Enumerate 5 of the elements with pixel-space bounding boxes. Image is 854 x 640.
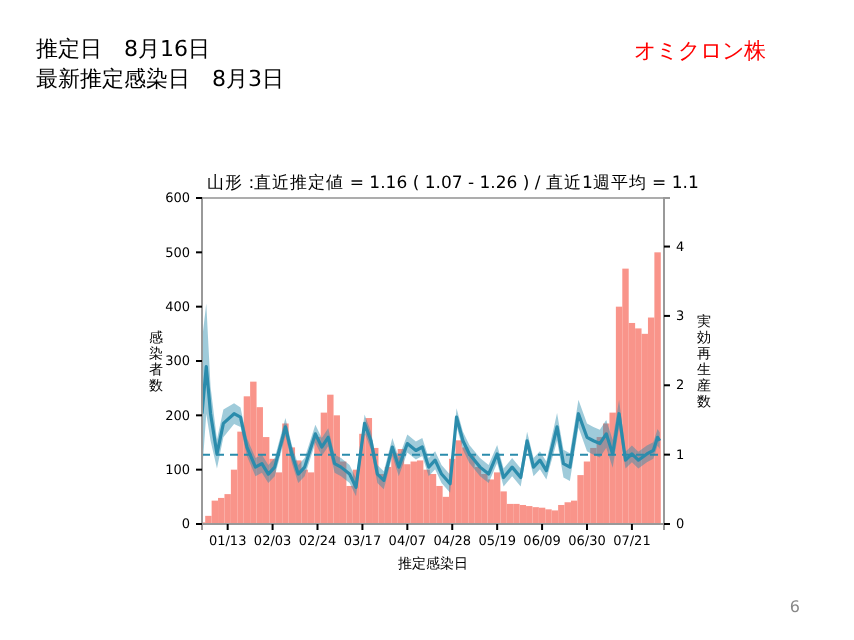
text: 最新推定感染日 8月3日	[36, 66, 284, 92]
text: 6	[789, 598, 800, 616]
text: 推定日 8月16日	[36, 36, 210, 62]
chart-title: 山形 :直近推定値 = 1.16 ( 1.07 - 1.26 ) / 直近1週平均 = 1.1	[207, 172, 699, 194]
text: オミクロン株	[634, 38, 766, 64]
